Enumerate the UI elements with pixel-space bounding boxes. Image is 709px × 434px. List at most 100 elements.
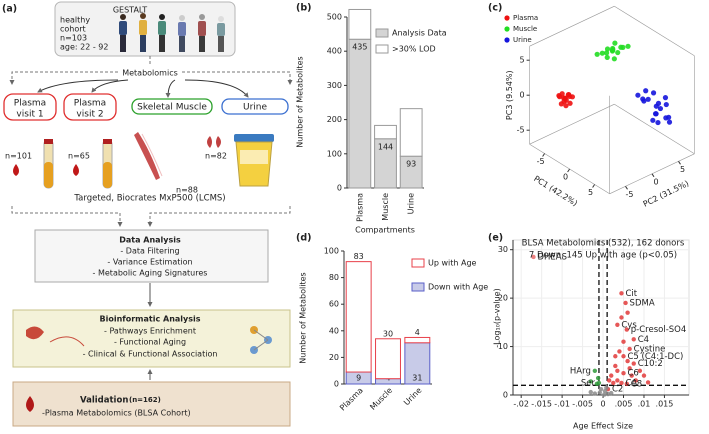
point — [594, 51, 600, 57]
y-tick-label: 20 — [329, 353, 339, 362]
point — [625, 358, 630, 364]
bar-segment — [348, 8, 372, 40]
sample-label: Plasma — [14, 99, 46, 109]
y-tick-label: 500 — [327, 13, 342, 22]
y-tick — [625, 186, 628, 190]
point — [609, 373, 614, 378]
point — [653, 103, 659, 109]
point-label: C5 (C4:1-DC) — [628, 352, 684, 362]
point — [615, 49, 621, 56]
point — [602, 388, 608, 394]
z-tick-label: -5 — [517, 126, 525, 135]
cohort-line: healthy — [60, 16, 90, 25]
legend-marker — [504, 15, 510, 21]
point — [615, 378, 620, 383]
point — [633, 378, 638, 383]
x-tick-label: -.02 — [513, 400, 529, 409]
point — [609, 390, 614, 396]
legend-marker — [504, 26, 510, 32]
point — [602, 392, 607, 397]
sample-n: n=82 — [205, 152, 227, 161]
point — [592, 391, 598, 396]
bar-segment — [375, 338, 401, 380]
cohort-line: cohort — [60, 25, 86, 34]
flow-arrow — [11, 206, 123, 227]
y-tick-label: 0 — [337, 184, 342, 193]
sample-label: visit 2 — [76, 110, 103, 120]
legend-swatch — [375, 44, 389, 54]
x-tick-label: 0 — [563, 173, 568, 182]
sample-n: n=88 — [176, 186, 198, 195]
point-label: Ser — [581, 378, 596, 388]
bioinfo-icons — [26, 326, 272, 354]
point — [618, 44, 624, 50]
y-tick-label: 300 — [327, 81, 342, 90]
y-axis-label: Number of Metabolites — [296, 56, 305, 147]
point — [610, 45, 616, 52]
point — [599, 50, 605, 56]
x-tick-label: 0 — [600, 400, 605, 409]
bar-label: 9 — [356, 374, 361, 383]
y-tick — [678, 161, 681, 165]
cohort-line: age: 22 - 92 — [60, 43, 108, 52]
point — [635, 92, 641, 98]
panel-label: (b) — [296, 3, 311, 14]
point-label: Cys — [621, 320, 637, 330]
x-tick-label: Urine — [402, 386, 424, 408]
x-tick — [567, 168, 571, 173]
y-tick-label: 400 — [327, 47, 342, 56]
point — [558, 101, 564, 107]
point — [621, 354, 626, 359]
y-axis-label: -Log₁₀(p-value) — [493, 288, 502, 347]
point — [653, 111, 659, 117]
step-box — [12, 309, 291, 368]
point — [613, 363, 618, 369]
flow-arrow — [37, 79, 119, 93]
x-tick — [592, 184, 596, 188]
point — [629, 373, 634, 378]
step-item: - Data Filtering — [120, 247, 179, 256]
step-item: - Metabolic Aging Signatures — [93, 269, 208, 278]
sample-n: n=101 — [5, 152, 32, 161]
point — [621, 371, 626, 376]
legend-marker — [504, 37, 510, 43]
x-tick-label: Urine — [407, 193, 416, 214]
point — [612, 40, 618, 46]
point — [615, 368, 620, 373]
point — [657, 105, 664, 112]
y-tick-label: 60 — [329, 300, 339, 309]
point-label: C6 — [628, 369, 639, 379]
platform-label: Targeted, Biocrates MxP500 (LCMS) — [73, 194, 225, 204]
point — [621, 339, 626, 344]
point — [624, 381, 629, 387]
point — [615, 322, 620, 327]
bar-segment — [374, 124, 397, 140]
step-note: (n=162) — [129, 396, 161, 404]
point — [641, 373, 647, 378]
y-tick-label: 100 — [324, 247, 339, 256]
y-tick-label: -5 — [626, 190, 634, 199]
panel-label: (d) — [296, 233, 311, 244]
z-tick-label: 0 — [520, 91, 525, 100]
point — [592, 368, 598, 373]
y-tick-label: 20 — [498, 294, 508, 303]
y-tick-label: 10 — [498, 342, 508, 351]
bar-label: 83 — [354, 252, 364, 261]
bar-segment — [404, 342, 431, 385]
legend-label: Muscle — [513, 25, 537, 33]
sample-label: Urine — [243, 103, 267, 113]
step-title: Validation — [80, 396, 128, 406]
point — [655, 119, 661, 126]
x-tick-label: -5 — [537, 157, 545, 166]
sample-label: visit 1 — [16, 110, 43, 120]
point — [625, 310, 630, 315]
point-label: Cit — [625, 289, 637, 299]
sample-icons — [13, 132, 274, 189]
flow-arrow — [182, 71, 293, 85]
point — [625, 43, 631, 49]
y-axis-label: Number of Metabolites — [299, 272, 308, 363]
flow-arrow — [184, 79, 249, 98]
x-tick-label: Plasma — [355, 193, 364, 222]
